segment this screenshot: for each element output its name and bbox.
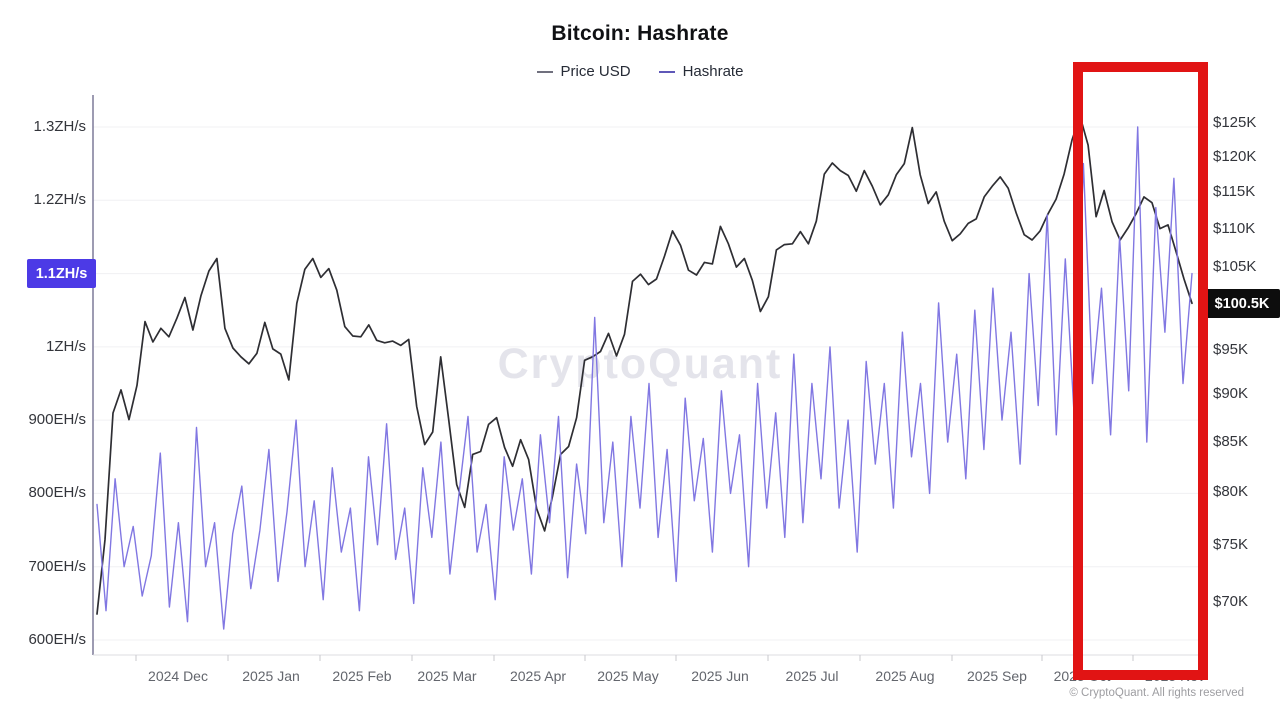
left-axis-tick-label: 600EH/s [28,631,86,648]
copyright-text: © CryptoQuant. All rights reserved [1069,687,1244,699]
right-axis-tick-label: $95K [1213,340,1249,358]
right-axis-tick-label: $105K [1213,258,1257,276]
left-axis-tick-label: 800EH/s [28,484,86,502]
x-axis-month-label: 2025 Jan [242,668,300,684]
x-axis-month-label: 2025 Aug [875,668,935,684]
right-axis-tick-label: $110K [1213,219,1256,237]
right-axis-tick-label: $70K [1213,593,1249,611]
x-axis-month-label: 2025 Apr [509,668,567,684]
right-axis-tick-label: $120K [1213,147,1257,165]
highlight-box [1073,62,1208,680]
hashrate-series-swatch [658,70,675,73]
x-axis-month-label: 2024 Dec [148,668,208,684]
left-axis-tick-label: 700EH/s [28,557,86,575]
right-axis-tick-label: $85K [1213,432,1249,450]
right-axis-tick-label: $125K [1213,114,1257,131]
x-axis-month-label: 2025 Mar [417,668,477,684]
current-hashrate-badge: 1.1ZH/s [27,259,96,288]
left-axis-tick-label: 1ZH/s [45,337,86,355]
right-axis-tick-label: $115K [1213,182,1256,200]
right-axis-tick-label: $90K [1213,385,1249,403]
left-axis-tick-label: 1.3ZH/s [33,118,86,135]
legend-item-price-usd[interactable]: Price USD [536,63,631,80]
x-axis-month-label: 2025 May [597,668,659,684]
price-usd-line [96,115,1193,615]
legend-label-hashrate: Hashrate [682,63,744,80]
right-axis-tick-label: $75K [1213,536,1249,554]
current-price-badge: $100.5K [1204,289,1280,318]
hashrate-line [96,126,1193,630]
x-axis-month-label: 2025 Feb [332,668,392,684]
chart-legend: Price USD Hashrate [0,63,1280,80]
left-axis-tick-label: 1.2ZH/s [33,191,86,209]
left-axis-tick-label: 900EH/s [28,411,86,429]
page-title: Bitcoin: Hashrate [551,22,729,45]
legend-item-hashrate[interactable]: Hashrate [658,63,744,80]
x-axis-month-label: 2025 Jun [691,668,749,684]
x-axis-month-label: 2025 Sep [967,668,1027,684]
price-series-swatch [536,70,553,73]
legend-label-price-usd: Price USD [560,63,631,80]
x-axis-month-label: 2025 Jul [785,668,839,684]
right-axis-tick-label: $80K [1213,482,1249,500]
